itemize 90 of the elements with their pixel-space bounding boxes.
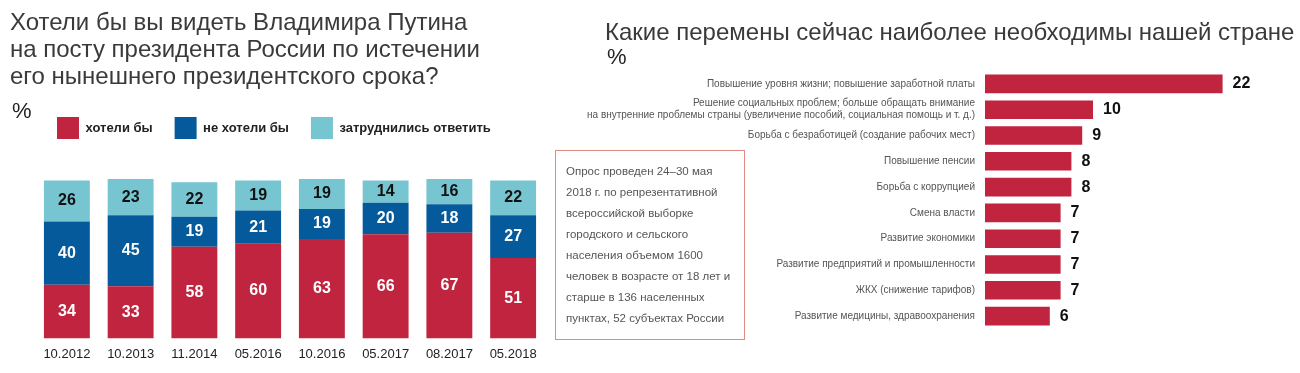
data-label: 26 xyxy=(57,191,76,209)
bar xyxy=(171,182,218,217)
bar xyxy=(171,246,218,339)
bar xyxy=(985,255,1061,274)
data-label: 34 xyxy=(57,301,76,319)
bar xyxy=(985,229,1061,248)
bar xyxy=(43,221,90,285)
data-label: 27 xyxy=(504,227,523,244)
bar xyxy=(426,204,473,233)
y-tick-label: ЖКХ (снижение тарифов) xyxy=(855,284,975,296)
x-tick-label: 11.2014 xyxy=(171,345,218,361)
legend-label: не хотели бы xyxy=(203,119,289,135)
data-label: 63 xyxy=(312,279,331,297)
y-tick-label: Смена власти xyxy=(909,206,975,218)
data-label: 19 xyxy=(312,214,331,232)
bar xyxy=(298,178,345,209)
bar xyxy=(43,180,90,222)
bar xyxy=(985,177,1072,197)
bar xyxy=(107,286,154,339)
data-label: 66 xyxy=(376,276,395,294)
data-label: 22 xyxy=(185,189,204,207)
y-tick-label: Развитие предприятий и промышленности xyxy=(776,258,975,270)
data-label: 19 xyxy=(312,184,331,202)
data-label: 7 xyxy=(1070,203,1080,221)
y-tick-label: Повышение уровня жизни; повышение заработной платы xyxy=(706,77,975,89)
legend-label: затруднились ответить xyxy=(339,119,491,135)
chart-subtitle: % xyxy=(12,98,32,124)
bar xyxy=(107,178,154,216)
data-label: 45 xyxy=(121,241,140,259)
data-label: 60 xyxy=(249,281,268,299)
x-tick-label: 05.2016 xyxy=(234,345,282,361)
data-label: 19 xyxy=(249,185,268,203)
bar xyxy=(985,281,1061,300)
bar xyxy=(490,215,537,258)
bar xyxy=(985,152,1072,171)
data-label: 19 xyxy=(185,222,204,240)
bar xyxy=(985,74,1223,94)
data-label: 22 xyxy=(504,188,523,206)
x-tick-label: 05.2017 xyxy=(362,345,410,361)
bar xyxy=(107,215,154,287)
bar xyxy=(985,306,1050,326)
data-label: 18 xyxy=(440,208,459,226)
x-tick-label: 05.2018 xyxy=(489,345,537,361)
bar xyxy=(171,216,218,247)
chart-title: Хотели бы вы видеть Владимира Путина на посту президента России по истечении его нынешнего президентского срока? xyxy=(10,8,480,89)
bar xyxy=(235,180,282,211)
data-label: 8 xyxy=(1081,151,1091,169)
data-label: 7 xyxy=(1070,254,1080,272)
bar xyxy=(235,210,282,244)
bar xyxy=(43,284,90,339)
x-tick-label: 10.2016 xyxy=(298,345,346,361)
y-tick-label: Развитие экономики xyxy=(880,232,975,244)
text: % xyxy=(607,44,627,70)
y-tick-label: Повышение пенсии xyxy=(884,155,975,167)
data-label: 10 xyxy=(1103,100,1121,118)
bar xyxy=(985,100,1093,119)
bar xyxy=(426,232,473,339)
data-label: 6 xyxy=(1059,306,1069,324)
data-label: 58 xyxy=(185,283,204,301)
data-label: 8 xyxy=(1081,177,1091,195)
y-tick-label: Решение социальных проблем; больше обращать внимание на внутренние проблемы страны (увеличение пособий, социальная помощь и т. д.) xyxy=(587,97,976,121)
y-tick-label: Борьба с коррупцией xyxy=(876,180,975,192)
bar xyxy=(985,203,1061,223)
text: Опрос проведен 24–30 мая 2018 г. по репрезентативной всероссийской выборке городского и сельского населения объемом 1600 человек в возрасте от 18 лет и старше в 136 населенных пунктах, 52 субъектах России xyxy=(555,150,745,340)
legend-label: хотели бы xyxy=(85,119,153,135)
data-label: 22 xyxy=(1232,74,1251,92)
bar xyxy=(490,257,537,339)
bar xyxy=(298,208,345,239)
x-tick-label: 10.2013 xyxy=(107,345,155,361)
y-tick-label: Развитие медицины, здравоохранения xyxy=(794,309,975,321)
data-label: 33 xyxy=(121,302,140,320)
data-label: 7 xyxy=(1070,280,1080,298)
data-label: 16 xyxy=(440,182,459,200)
data-label: 23 xyxy=(121,187,140,205)
data-label: 67 xyxy=(440,275,459,293)
bar xyxy=(298,238,345,339)
bar xyxy=(235,243,282,339)
data-label: 14 xyxy=(376,182,395,200)
data-label: 40 xyxy=(57,243,76,261)
bar xyxy=(362,234,409,339)
data-label: 20 xyxy=(376,208,395,226)
chart-title: Какие перемены сейчас наиболее необходимы нашей стране xyxy=(605,18,1296,45)
bar xyxy=(985,126,1083,145)
data-label: 7 xyxy=(1070,229,1080,247)
x-tick-label: 10.2012 xyxy=(43,345,91,361)
x-tick-label: 08.2017 xyxy=(425,345,473,361)
y-tick-label: Борьба с безработицей (создание рабочих мест) xyxy=(747,129,975,141)
data-label: 21 xyxy=(249,217,268,235)
data-label: 9 xyxy=(1092,125,1102,143)
data-label: 51 xyxy=(504,288,523,306)
